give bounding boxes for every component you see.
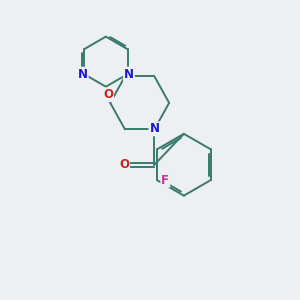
Text: O: O [103, 88, 113, 101]
Text: N: N [149, 122, 159, 135]
Text: N: N [78, 68, 88, 81]
Text: O: O [119, 158, 129, 171]
Text: F: F [161, 174, 169, 187]
Text: N: N [124, 68, 134, 81]
